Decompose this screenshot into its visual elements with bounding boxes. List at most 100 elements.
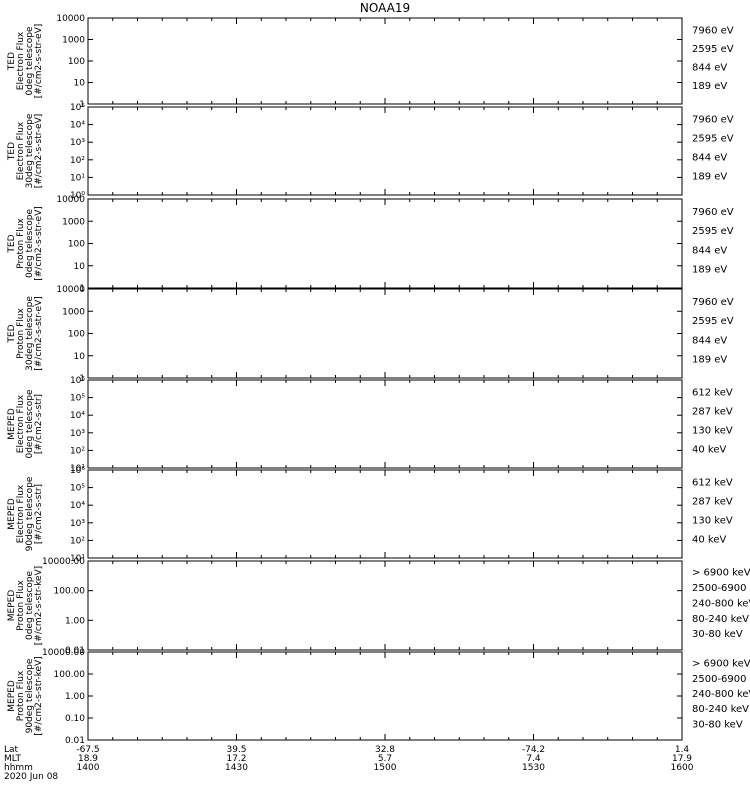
channel-label: 7960 eV (692, 115, 734, 126)
channel-label: 844 eV (692, 335, 727, 346)
y-tick-label: 10⁵ (70, 484, 85, 494)
channel-label: 7960 eV (692, 207, 734, 218)
channel-label: 7960 eV (692, 297, 734, 308)
time-row-label: Lat (4, 745, 19, 755)
y-tick-label: 10⁶ (70, 376, 85, 386)
y-tick-label: 10¹ (70, 464, 85, 474)
panel-frame (87, 560, 683, 651)
channel-label: 844 eV (692, 63, 727, 74)
lat-tick-label: 39.5 (226, 745, 246, 755)
channel-label: 80-240 keV (692, 704, 749, 715)
chart-title: NOAA19 (360, 1, 410, 15)
panel-5: 10⁶ 10⁵ 10⁴ 10³ 10² 10¹ MEPED Electron Flux 0deg… (7, 376, 733, 474)
channel-label: > 6900 keV (692, 659, 750, 670)
y-tick-label: 10 (74, 352, 86, 362)
y-axis-label: 0deg telescope (25, 571, 35, 641)
y-axis-label: Proton Flux (16, 218, 26, 269)
panel-4: 10000 1000 100 10 1 TED Proton Flux 30deg teles… (7, 285, 734, 384)
channel-label: 2595 eV (692, 44, 734, 55)
y-axis-label: TED (7, 52, 17, 71)
channel-label: 189 eV (692, 265, 727, 276)
y-tick-label: 10³ (70, 138, 85, 148)
y-tick-label: 10⁴ (70, 411, 85, 421)
time-tick-label: 1600 (671, 763, 694, 773)
panel-6: 10⁶ 10⁵ 10⁴ 10³ 10² 10¹ MEPED Electron Flux 90de… (7, 466, 733, 564)
channel-label: 612 keV (692, 478, 733, 489)
channel-label: 130 keV (692, 426, 733, 437)
time-tick-label: 1430 (225, 763, 248, 773)
y-tick-label: 10000.00 (42, 648, 85, 658)
time-tick-label: 1530 (522, 763, 545, 773)
y-tick-label: 100 (68, 240, 85, 250)
y-tick-label: 10³ (70, 429, 85, 439)
y-axis-label: 0deg telescope (25, 26, 35, 96)
y-tick-label: 1000 (62, 217, 85, 227)
panel-frame (87, 106, 683, 196)
y-axis-label: 30deg telescope (25, 113, 35, 188)
y-tick-label: 10⁴ (70, 501, 85, 511)
panel-frame (87, 651, 683, 741)
channel-label: 2595 eV (692, 316, 734, 327)
y-axis-label: 0deg telescope (25, 209, 35, 279)
y-tick-label: 10² (70, 536, 85, 546)
y-axis-label: Electron Flux (16, 121, 26, 180)
panel-frame (87, 288, 683, 379)
channel-label: 287 keV (692, 407, 733, 418)
mlt-tick-label: 5.7 (378, 754, 392, 764)
channel-label: 2595 eV (692, 226, 734, 237)
y-tick-label: 0.01 (65, 646, 85, 656)
channel-label: 7960 eV (692, 26, 734, 37)
y-tick-label: 10⁵ (70, 103, 85, 113)
y-axis-label: TED (7, 234, 17, 253)
channel-label: 240-800 keV (692, 598, 750, 609)
y-tick-label: 10⁴ (70, 121, 85, 131)
channel-label: 240-800 keV (692, 689, 750, 700)
channel-label: 30-80 keV (692, 719, 743, 730)
time-row-label: hhmm (4, 763, 33, 773)
time-row-label: MLT (4, 754, 22, 764)
lat-tick-label: 1.4 (675, 745, 690, 755)
panel-3: 10000 1000 100 10 1 TED Proton Flux 0deg telesc… (7, 195, 734, 294)
y-axis-label: 0deg telescope (25, 389, 35, 459)
y-tick-label: 10 (74, 262, 86, 272)
channel-label: 287 keV (692, 497, 733, 508)
y-axis-label: [#/cm2-s-str-keV] (34, 566, 44, 645)
y-axis-label: MEPED (7, 498, 17, 530)
y-axis-label: [#/cm2-s-str-eV] (34, 206, 44, 281)
panel-frame (87, 379, 683, 469)
y-axis-label: Proton Flux (16, 308, 26, 359)
mlt-tick-label: 17.2 (226, 754, 246, 764)
y-axis-label: [#/cm2-s-str-eV] (34, 296, 44, 371)
channel-label: 844 eV (692, 245, 727, 256)
y-tick-label: 10000 (56, 195, 85, 205)
y-tick-label: 10¹ (70, 173, 85, 183)
y-tick-label: 10³ (70, 519, 85, 529)
y-tick-label: 10000 (56, 14, 85, 24)
panel-frame (87, 469, 683, 559)
lat-tick-label: -67.5 (76, 745, 99, 755)
y-axis-label: [#/cm2-s-str-eV] (34, 24, 44, 99)
y-tick-label: 100.00 (54, 670, 86, 680)
y-axis-label: Electron Flux (16, 394, 26, 453)
channel-label: 612 keV (692, 388, 733, 399)
channel-label: 130 keV (692, 516, 733, 527)
y-axis-label: 90deg telescope (25, 658, 35, 733)
panel-1: 10000 1000 100 10 1 TED Electron Flux 0deg tele… (7, 14, 734, 110)
panel-7: 10000.00 100.00 1.00 0.01 MEPED Proton Flux 0d… (7, 557, 750, 656)
y-tick-label: 100 (68, 57, 85, 67)
mlt-tick-label: 18.9 (78, 754, 98, 764)
y-axis-label: Proton Flux (16, 580, 26, 631)
y-tick-label: 1 (79, 100, 85, 110)
y-axis-label: Electron Flux (16, 484, 26, 543)
channel-label: 189 eV (692, 355, 727, 366)
y-tick-label: 1000 (62, 307, 85, 317)
panel-frame (87, 198, 683, 289)
channel-label: 80-240 keV (692, 614, 749, 625)
mlt-tick-label: 7.4 (526, 754, 541, 764)
y-axis-label: TED (7, 324, 17, 343)
y-axis-label: Proton Flux (16, 670, 26, 721)
channel-label: 189 eV (692, 172, 727, 183)
y-tick-label: 1 (79, 374, 85, 384)
